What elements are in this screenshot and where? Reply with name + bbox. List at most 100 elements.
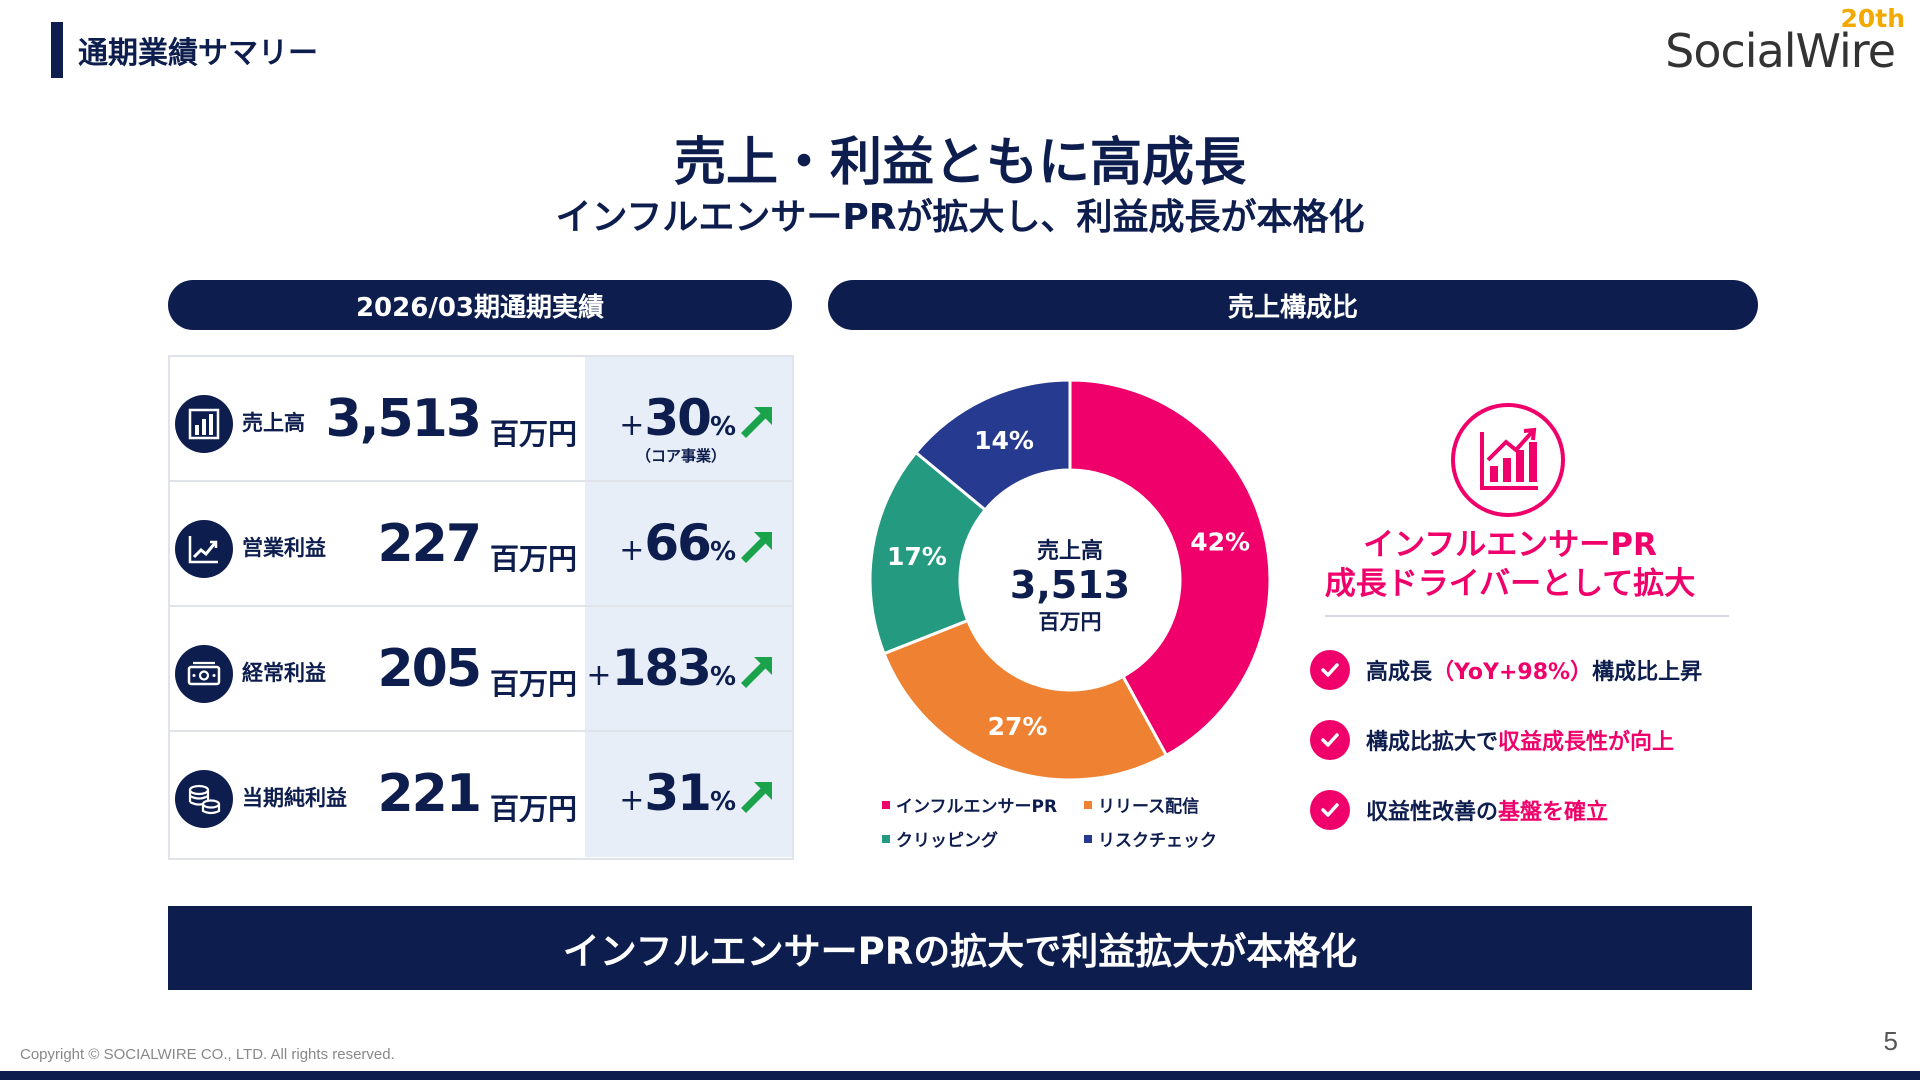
yoy-plus-sign: + bbox=[619, 783, 645, 818]
driver-point: 構成比拡大で収益成長性が向上 bbox=[1310, 720, 1674, 760]
donut-value-label: 27% bbox=[988, 712, 1048, 741]
sales-composition-donut-chart: 42% 27% 17% 14% 売上高 3,513 百万円 bbox=[868, 378, 1272, 782]
donut-value-label: 42% bbox=[1190, 527, 1250, 556]
kpi-label: 売上高 bbox=[242, 411, 305, 435]
yoy-percent-sign: % bbox=[709, 787, 736, 817]
check-icon bbox=[1310, 650, 1350, 690]
results-table: 売上高 3,513 百万円 +30% （コア事業） 営業利益 227 百万円 +… bbox=[168, 355, 794, 860]
yoy-percent-sign: % bbox=[709, 662, 736, 692]
bar-chart-icon bbox=[175, 395, 233, 453]
legend-swatch bbox=[1084, 834, 1092, 843]
donut-slice-clipping bbox=[868, 450, 988, 656]
logo-20th-badge: 20th bbox=[1840, 4, 1905, 33]
composition-heading: 売上構成比 bbox=[828, 280, 1758, 330]
driver-title-line2: 成長ドライバーとして拡大 bbox=[1324, 566, 1696, 602]
kpi-unit: 百万円 bbox=[490, 792, 578, 826]
driver-point-text: 収益性改善の基盤を確立 bbox=[1366, 794, 1608, 826]
yoy-percent-sign: % bbox=[709, 537, 736, 567]
up-arrow-icon bbox=[741, 657, 772, 688]
kpi-label: 経常利益 bbox=[242, 661, 326, 685]
donut-center-unit: 百万円 bbox=[1039, 610, 1102, 634]
legend-label: クリッピング bbox=[896, 831, 998, 851]
slide-title: 売上・利益ともに高成長 bbox=[673, 133, 1246, 193]
check-icon bbox=[1310, 720, 1350, 760]
conclusion-banner: インフルエンサーPRの拡大で利益拡大が本格化 bbox=[168, 906, 1752, 990]
kpi-yoy: +66% bbox=[619, 514, 736, 572]
kpi-row-net-income: 当期純利益 221 百万円 +31% bbox=[170, 732, 792, 857]
up-arrow-icon bbox=[741, 782, 772, 813]
logo-wordmark: SocialWire bbox=[1665, 24, 1896, 78]
legend-label: リリース配信 bbox=[1098, 797, 1200, 817]
legend-label: リスクチェック bbox=[1098, 831, 1217, 851]
driver-point: 高成長（YoY+98%）構成比上昇 bbox=[1310, 650, 1702, 690]
page-header-title: 通期業績サマリー bbox=[78, 36, 318, 71]
yoy-plus-sign: + bbox=[619, 408, 645, 443]
slide-subtitle: インフルエンサーPRが拡大し、利益成長が本格化 bbox=[555, 197, 1365, 238]
up-arrow-icon bbox=[741, 532, 772, 563]
yoy-plus-sign: + bbox=[619, 533, 645, 568]
footer-bar bbox=[0, 1071, 1920, 1080]
driver-point-text: 高成長（YoY+98%）構成比上昇 bbox=[1366, 654, 1702, 686]
yoy-number: 66 bbox=[644, 514, 712, 572]
header-accent-bar bbox=[51, 22, 63, 78]
kpi-value: 227 bbox=[377, 514, 482, 574]
legend-item-clipping: クリッピング bbox=[882, 826, 998, 851]
point-text: 高成長 bbox=[1366, 660, 1433, 685]
yoy-number: 183 bbox=[611, 639, 712, 697]
kpi-yoy: +30% bbox=[619, 389, 736, 447]
kpi-value: 3,513 bbox=[325, 389, 482, 449]
donut-slice-influencer-pr bbox=[1068, 378, 1272, 758]
cash-icon bbox=[175, 645, 233, 703]
point-highlight: 基盤を確立 bbox=[1498, 800, 1609, 825]
kpi-unit: 百万円 bbox=[490, 667, 578, 701]
driver-divider bbox=[1325, 615, 1729, 617]
donut-center-value: 3,513 bbox=[1010, 563, 1130, 607]
legend-item-influencer-pr: インフルエンサーPR bbox=[882, 792, 1057, 817]
results-heading: 2026/03期通期実績 bbox=[168, 280, 792, 330]
legend-item-release: リリース配信 bbox=[1084, 792, 1199, 817]
copyright-text: Copyright © SOCIALWIRE CO., LTD. All rig… bbox=[20, 1046, 395, 1063]
kpi-yoy: +183% bbox=[586, 639, 736, 697]
growth-chart-icon bbox=[1451, 403, 1565, 517]
point-highlight: 収益成長性が向上 bbox=[1498, 730, 1675, 755]
company-logo: 20th SocialWire bbox=[1665, 4, 1905, 78]
point-text: 収益性改善の bbox=[1366, 800, 1499, 825]
driver-point: 収益性改善の基盤を確立 bbox=[1310, 790, 1608, 830]
kpi-label: 営業利益 bbox=[242, 536, 326, 560]
donut-value-label: 14% bbox=[974, 426, 1034, 455]
legend-swatch bbox=[882, 834, 890, 843]
kpi-row-sales: 売上高 3,513 百万円 +30% （コア事業） bbox=[170, 357, 792, 482]
driver-title-line1: インフルエンサーPR bbox=[1363, 527, 1657, 563]
yoy-number: 31 bbox=[644, 764, 712, 822]
point-highlight: （YoY+98%） bbox=[1432, 660, 1593, 685]
kpi-row-operating-profit: 営業利益 227 百万円 +66% bbox=[170, 482, 792, 607]
up-arrow-icon bbox=[741, 407, 772, 438]
driver-title: インフルエンサーPR 成長ドライバーとして拡大 bbox=[1320, 526, 1700, 604]
legend-swatch bbox=[882, 800, 890, 809]
kpi-value: 221 bbox=[377, 764, 482, 824]
legend-item-risk-check: リスクチェック bbox=[1084, 826, 1217, 851]
yoy-percent-sign: % bbox=[709, 412, 736, 442]
kpi-row-ordinary-profit: 経常利益 205 百万円 +183% bbox=[170, 607, 792, 732]
kpi-unit: 百万円 bbox=[490, 417, 578, 451]
kpi-label: 当期純利益 bbox=[242, 786, 347, 810]
kpi-yoy: +31% bbox=[619, 764, 736, 822]
yoy-number: 30 bbox=[644, 389, 712, 447]
point-text: 構成比上昇 bbox=[1592, 660, 1703, 685]
donut-center-label: 売上高 bbox=[1037, 538, 1103, 564]
legend-label: インフルエンサーPR bbox=[896, 797, 1058, 817]
page-number: 5 bbox=[1883, 1026, 1898, 1056]
kpi-value: 205 bbox=[377, 639, 482, 699]
coins-icon bbox=[175, 770, 233, 828]
check-icon bbox=[1310, 790, 1350, 830]
donut-slice-release bbox=[882, 618, 1169, 782]
kpi-note: （コア事業） bbox=[636, 447, 727, 465]
donut-slice-risk-check bbox=[913, 378, 1072, 512]
donut-value-label: 17% bbox=[887, 542, 947, 571]
legend-swatch bbox=[1084, 800, 1092, 809]
line-chart-icon bbox=[175, 520, 233, 578]
yoy-plus-sign: + bbox=[586, 658, 612, 693]
driver-point-text: 構成比拡大で収益成長性が向上 bbox=[1366, 724, 1674, 756]
kpi-unit: 百万円 bbox=[490, 542, 578, 576]
point-text: 構成比拡大で bbox=[1366, 730, 1499, 755]
